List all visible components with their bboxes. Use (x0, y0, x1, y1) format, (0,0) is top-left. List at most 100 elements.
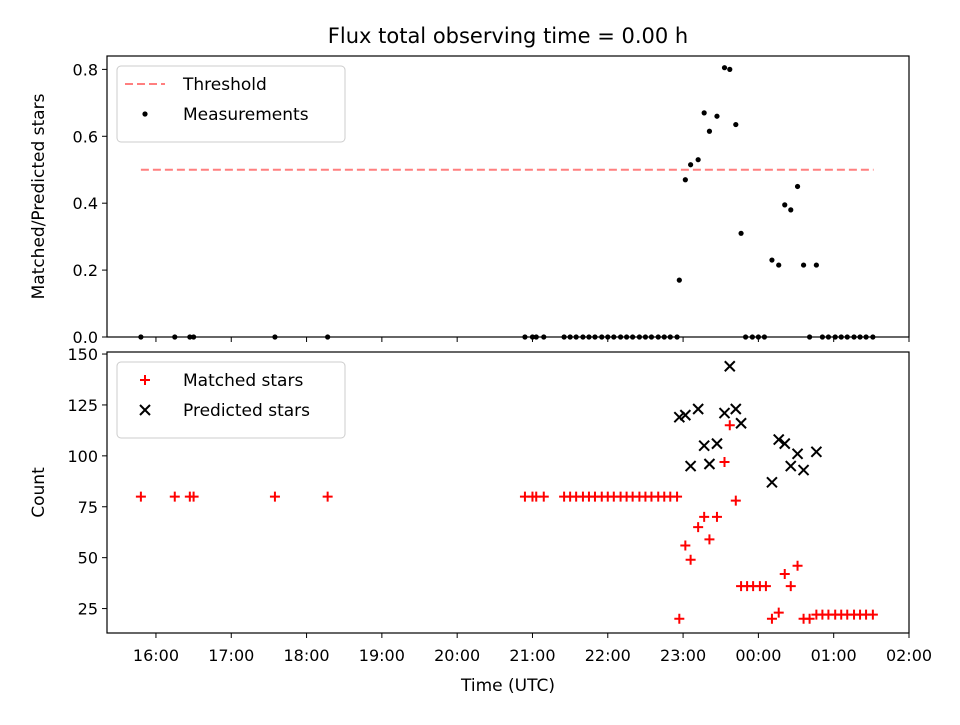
data-point-predicted (797, 464, 810, 476)
xtick-label: 02:00 (886, 646, 932, 665)
data-point-measurement (586, 334, 592, 340)
data-point-measurement (561, 334, 567, 340)
data-point-matched (685, 554, 696, 565)
data-point-measurement (706, 128, 713, 134)
data-point-measurement (838, 334, 844, 340)
data-point-measurement (636, 334, 643, 340)
data-point-measurement (769, 257, 775, 263)
data-point-matched (699, 511, 710, 522)
data-point-predicted (785, 460, 797, 472)
data-point-predicted (711, 437, 723, 450)
data-point-measurement (844, 334, 850, 340)
xtick-label: 20:00 (434, 646, 480, 665)
data-point-matched (724, 420, 735, 431)
data-point-matched (693, 522, 704, 533)
data-point-measurement (648, 334, 655, 340)
data-point-matched (792, 560, 803, 571)
panel-top-ratio: 0.0 0.2 0.4 0.6 0.8 Matched/Predicted stars Th… (29, 55, 910, 347)
legend-bottom: Matched stars Predicted stars (116, 361, 346, 439)
data-point-measurement (742, 334, 749, 340)
data-point-measurement (800, 262, 807, 268)
data-point-matched (867, 609, 878, 620)
data-point-matched (773, 607, 784, 618)
xtick-label: 23:00 (660, 646, 706, 665)
data-point-measurement (755, 334, 761, 340)
data-point-measurement (655, 334, 661, 340)
ytick-label: 0.6 (73, 127, 98, 146)
y-axis-label: Count (29, 467, 49, 518)
data-point-predicted (718, 407, 731, 419)
data-point-matched (760, 581, 771, 592)
panel-bottom-counts: 25 50 75 100 125 150 16:00 17:00 18:00 19:00 20:00… (29, 345, 932, 696)
ytick-label: 0.4 (73, 194, 98, 213)
data-point-measurement (738, 230, 744, 236)
ytick-label: 150 (67, 345, 98, 364)
data-point-matched (730, 495, 741, 506)
ytick-label: 25 (78, 600, 98, 619)
xtick-label: 01:00 (811, 646, 857, 665)
data-point-predicted (773, 433, 785, 446)
data-point-matched (672, 491, 683, 502)
ytick-label: 0.2 (73, 261, 98, 280)
data-point-matched (188, 491, 199, 502)
data-point-measurement (592, 334, 598, 340)
data-point-measurement (624, 334, 630, 340)
data-point-matched (779, 568, 790, 579)
data-point-predicted (730, 403, 742, 415)
data-point-predicted (791, 448, 804, 460)
data-point-measurement (674, 334, 680, 340)
data-point-matched (674, 613, 685, 624)
data-point-matched (711, 511, 722, 522)
data-point-measurement (272, 334, 278, 340)
data-point-measurement (733, 121, 739, 128)
data-point-measurement (857, 334, 863, 340)
data-point-measurement (761, 334, 768, 340)
legend-label: Matched stars (183, 371, 303, 391)
data-point-matched (719, 456, 730, 467)
data-point-measurement (721, 65, 728, 71)
xtick-label: 16:00 (133, 646, 179, 665)
data-point-measurement (611, 334, 617, 340)
data-point-matched (766, 613, 777, 624)
data-point-measurement (825, 334, 832, 340)
data-point-measurement (529, 334, 536, 340)
xtick-label: 21:00 (509, 646, 555, 665)
ytick-label: 0.8 (73, 60, 98, 79)
ytick-label: 75 (78, 498, 98, 517)
data-point-predicted (766, 476, 778, 489)
data-point-measurement (727, 66, 733, 72)
data-point-matched (704, 534, 715, 545)
data-point-measurement (701, 110, 707, 116)
data-point-predicted (735, 417, 747, 429)
data-point-matched (804, 613, 815, 624)
data-point-measurement (642, 334, 649, 340)
data-point-measurement (522, 334, 528, 340)
data-point-measurement (714, 113, 720, 119)
data-point-measurement (695, 157, 701, 163)
data-point-measurement (617, 334, 624, 340)
data-point-measurement (172, 334, 178, 340)
legend-box (116, 361, 346, 439)
data-point-measurement (832, 334, 838, 340)
data-point-measurement (580, 334, 586, 340)
data-point-measurement (863, 334, 869, 340)
ytick-label: 125 (67, 396, 98, 415)
legend-swatch-predicted (139, 404, 151, 416)
series-predicted-stars (673, 360, 823, 489)
xtick-label: 19:00 (359, 646, 405, 665)
data-point-measurement (676, 277, 682, 283)
data-point-matched (680, 540, 691, 551)
data-point-predicted (698, 439, 710, 452)
data-point-matched (322, 491, 333, 502)
data-point-measurement (187, 334, 193, 340)
data-point-measurement (851, 334, 857, 340)
series-matched-stars (135, 420, 878, 624)
xtick-label: 00:00 (735, 646, 781, 665)
data-point-predicted (679, 409, 692, 421)
data-point-measurement (682, 177, 688, 183)
data-point-matched (538, 491, 549, 502)
data-point-measurement (870, 334, 876, 340)
data-point-predicted (810, 446, 823, 458)
data-point-measurement (749, 334, 755, 340)
